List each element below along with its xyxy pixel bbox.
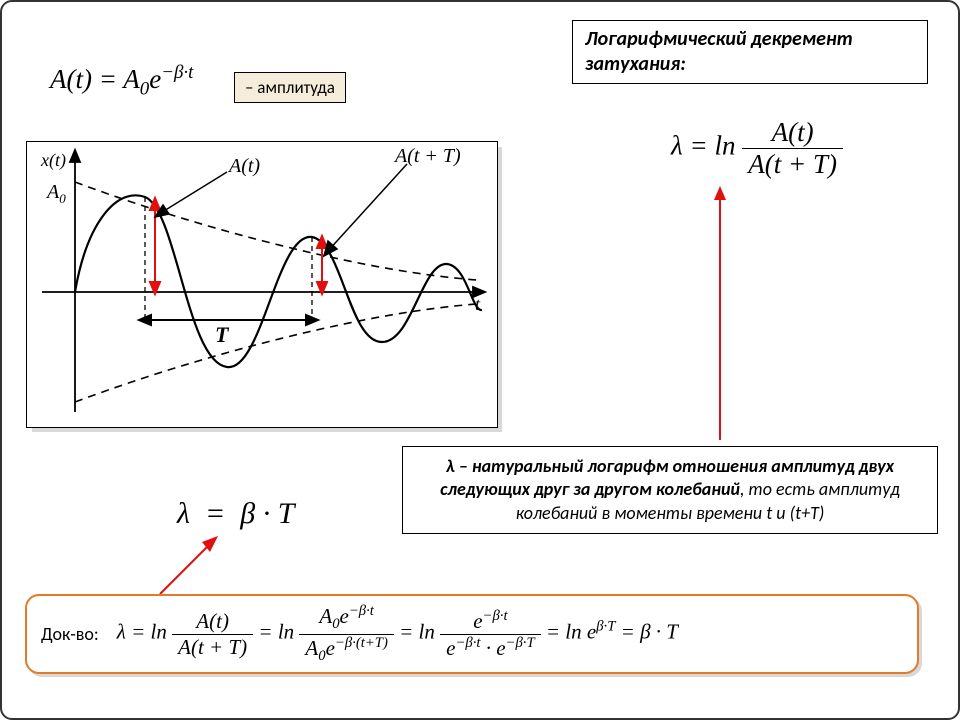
amplitude-label: – амплитуда xyxy=(245,77,335,98)
chart-shadow: x(t) t A0 A(t) A(t + T) T xyxy=(32,147,502,432)
eq-exp: −β·t xyxy=(161,62,193,83)
arrow-to-lambda xyxy=(700,182,740,447)
At-label: A(t) xyxy=(227,155,260,177)
proof-chain: λ = ln A(t) A(t + T) = ln A0e−β·t A0e−β·… xyxy=(117,603,678,664)
proof-box: Док-во: λ = ln A(t) A(t + T) = ln A0e−β·… xyxy=(25,594,919,674)
AtT-label: A(t + T) xyxy=(393,145,461,167)
title-text: Логарифмический декремент затухания: xyxy=(585,27,853,76)
T-label: T xyxy=(215,322,230,347)
envelope-lower xyxy=(75,304,477,402)
y-axis-arrow xyxy=(70,150,80,162)
damped-curve xyxy=(75,195,482,367)
proof-shadow: Док-во: λ = ln A(t) A(t + T) = ln A0e−β·… xyxy=(28,597,922,677)
lambda-definition-eq: λ = ln A(t) A(t + T) xyxy=(671,117,843,180)
arrow-to-betaT xyxy=(152,532,232,602)
xlabel: t xyxy=(475,294,481,314)
label-arrow-At xyxy=(155,172,227,217)
eq-lhs: A xyxy=(50,64,67,94)
A0-label: A0 xyxy=(45,181,66,206)
lambda-betaT-eq: λ = β · T xyxy=(177,497,294,531)
chart-svg: x(t) t A0 A(t) A(t + T) T xyxy=(27,142,497,427)
ylabel: x(t) xyxy=(40,150,66,171)
label-arrow-AtT xyxy=(324,164,407,256)
eq-A0: A xyxy=(123,64,140,94)
amplitude-label-box: – амплитуда xyxy=(234,72,346,103)
period-arrow xyxy=(139,315,318,325)
slide-frame: Логарифмический декремент затухания: A(t… xyxy=(0,0,960,720)
proof-label: Док-во: xyxy=(41,623,99,645)
damped-oscillation-chart: x(t) t A0 A(t) A(t + T) T xyxy=(26,141,498,428)
definition-box: λ – натуральный логарифм отношения ампли… xyxy=(402,446,938,534)
amplitude-equation: A(t) = A0e−β·t xyxy=(50,62,193,100)
envelope-upper xyxy=(75,182,477,280)
title-box: Логарифмический декремент затухания: xyxy=(572,20,928,84)
amplitude-arrow-2 xyxy=(317,236,327,294)
